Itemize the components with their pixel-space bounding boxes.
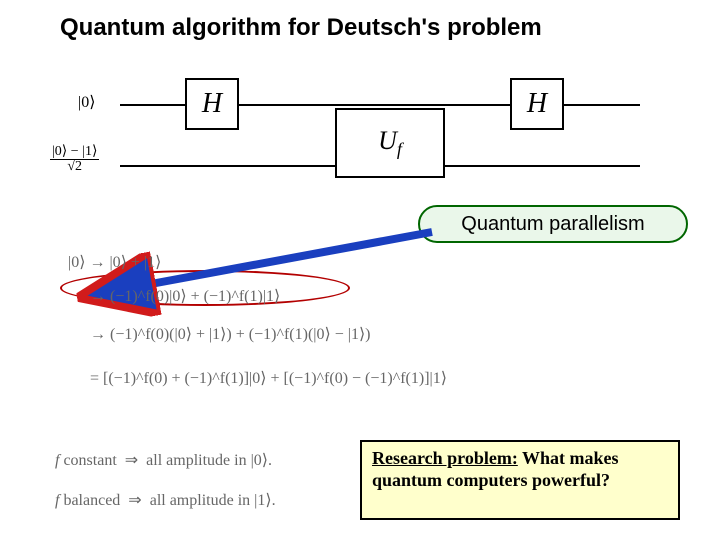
slide: Quantum algorithm for Deutsch's problem … [0, 0, 720, 540]
equation-step2: → (−1)^f(0)(|0⟩ + |1⟩) + (−1)^f(1)(|0⟩ −… [90, 324, 371, 344]
case-constant: f constant ⇒ all amplitude in |0⟩. [55, 450, 272, 470]
case-balanced: f balanced ⇒ all amplitude in |1⟩. [55, 490, 276, 510]
equation-step1: → (−1)^f(0)|0⟩ + (−1)^f(1)|1⟩ [90, 286, 280, 306]
research-problem-box: Research problem: What makes quantum com… [360, 440, 680, 520]
research-lead: Research problem: [372, 448, 518, 468]
equation-step0: |0⟩ → |0⟩ + |1⟩ [68, 252, 161, 272]
equation-step3: = [(−1)^f(0) + (−1)^f(1)]|0⟩ + [(−1)^f(0… [90, 368, 447, 388]
